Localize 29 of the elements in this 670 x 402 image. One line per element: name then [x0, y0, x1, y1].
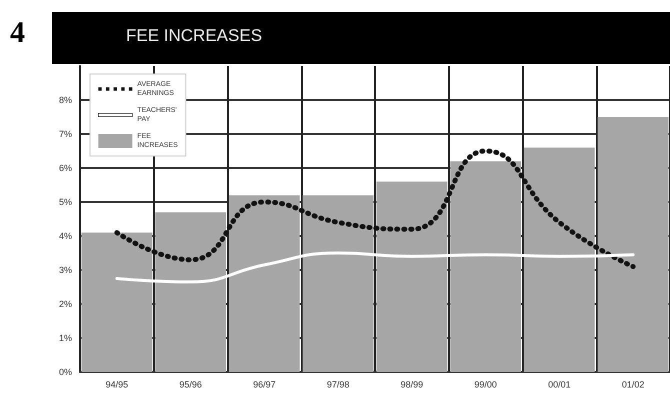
x-tick-label: 97/98 — [326, 380, 350, 390]
y-tick-label: 4% — [58, 231, 72, 241]
x-tick-label: 94/95 — [106, 380, 128, 390]
y-tick-label: 3% — [58, 265, 72, 275]
text: 4 — [10, 16, 25, 50]
x-tick-label: 98/99 — [400, 380, 424, 390]
bar — [598, 117, 669, 372]
chart-title: FEE INCREASES — [126, 26, 262, 46]
y-tick-label: 5% — [58, 197, 72, 207]
y-tick-label: 8% — [58, 95, 72, 105]
y-tick-label: 1% — [58, 333, 72, 343]
x-tick-label: 99/00 — [474, 380, 497, 390]
title-banner: FEE INCREASES — [52, 12, 670, 64]
bar — [302, 195, 374, 372]
y-tick-label: 6% — [58, 163, 72, 173]
bar — [450, 161, 522, 372]
line-series — [115, 252, 635, 284]
bar — [376, 182, 448, 372]
bar — [81, 232, 152, 372]
bar — [228, 195, 300, 372]
bar — [524, 148, 595, 372]
bar — [155, 212, 226, 372]
x-tick-label: 95/96 — [179, 380, 202, 390]
x-tick-label: 96/97 — [253, 380, 276, 390]
y-tick-label: 0% — [58, 367, 72, 377]
x-tick-label: 00/01 — [548, 380, 571, 390]
x-tick-label: 01/02 — [622, 380, 644, 390]
y-tick-label: 2% — [58, 299, 72, 309]
y-tick-label: 7% — [58, 129, 72, 139]
